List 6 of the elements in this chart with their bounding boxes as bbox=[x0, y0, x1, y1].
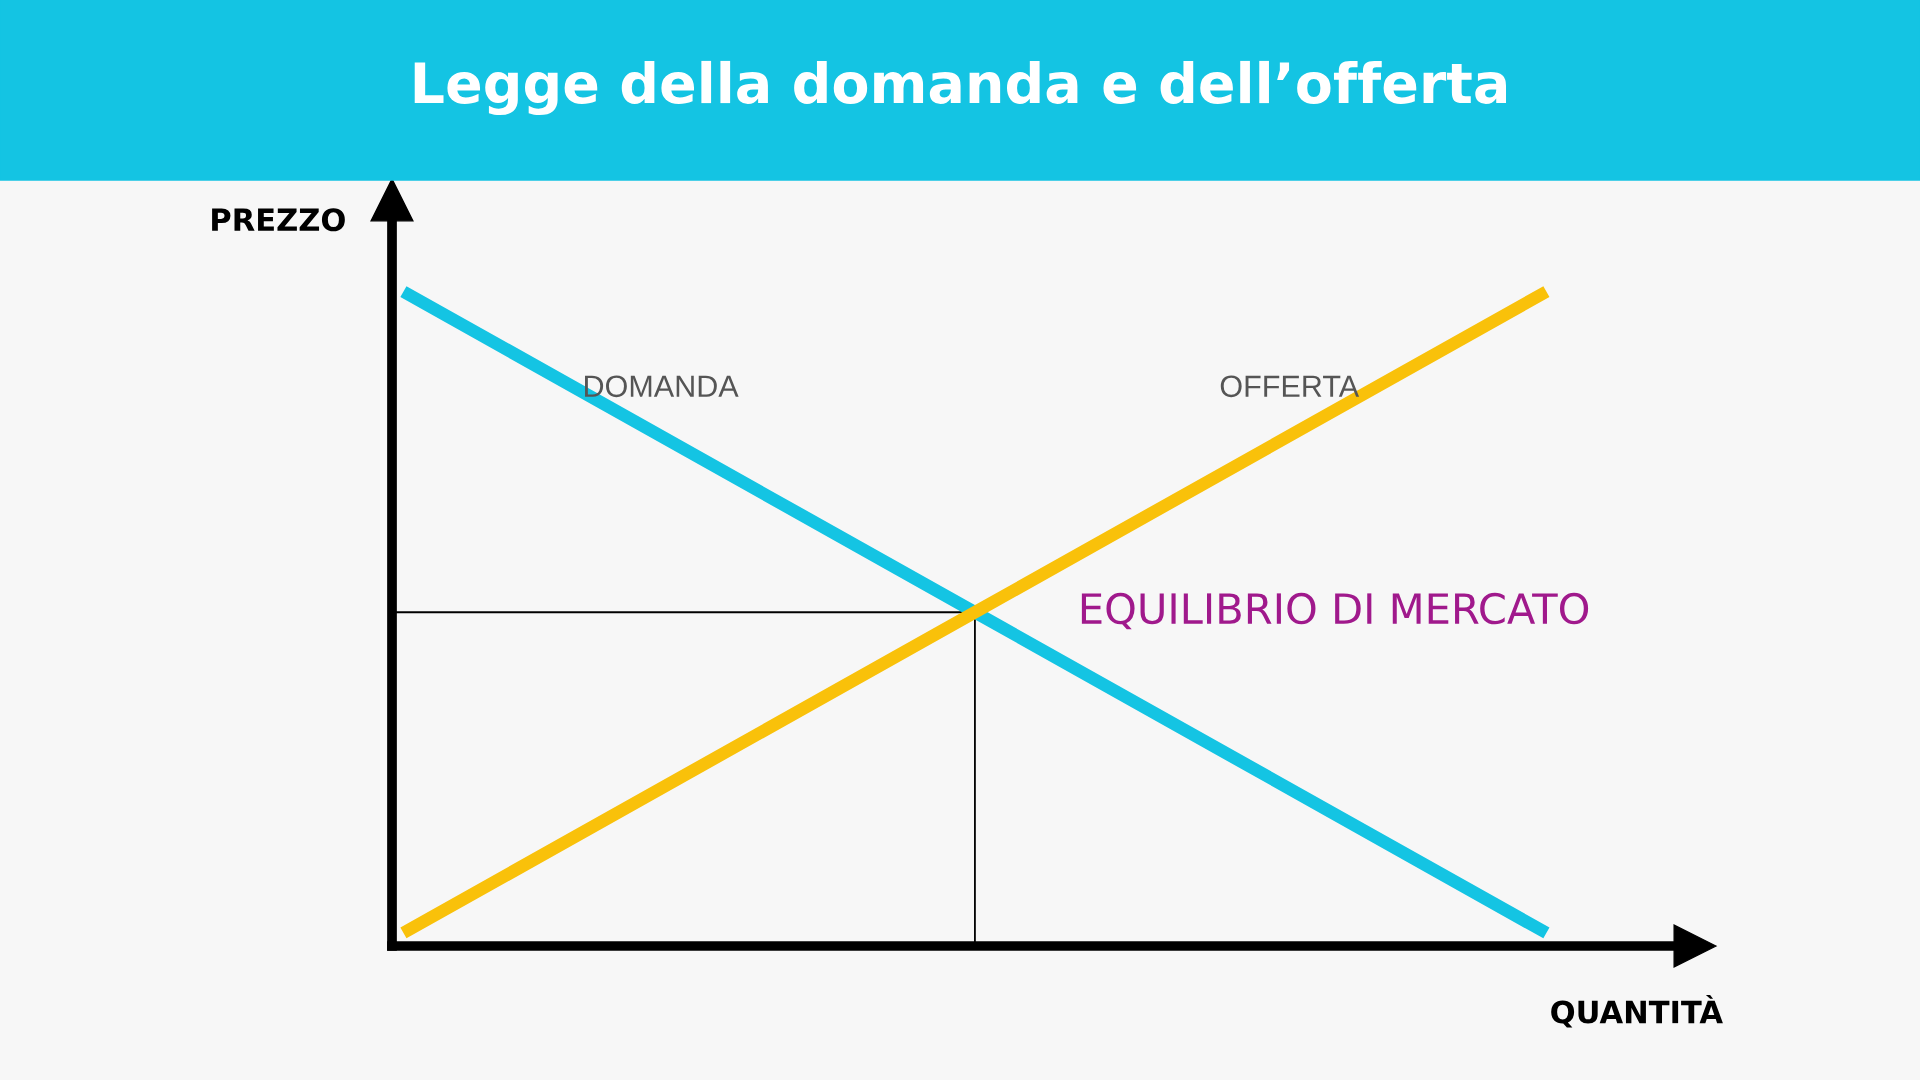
series-label: OFFERTA bbox=[1220, 375, 1360, 398]
x-axis-title: QUANTITÀ bbox=[1551, 994, 1723, 1028]
y-axis-title: PREZZO bbox=[212, 208, 345, 232]
annotation: EQUILIBRIO DI MERCATO bbox=[1081, 592, 1589, 630]
chart-title: Legge della domanda e dell’offerta bbox=[414, 60, 1507, 116]
series-label: DOMANDA bbox=[585, 375, 739, 398]
